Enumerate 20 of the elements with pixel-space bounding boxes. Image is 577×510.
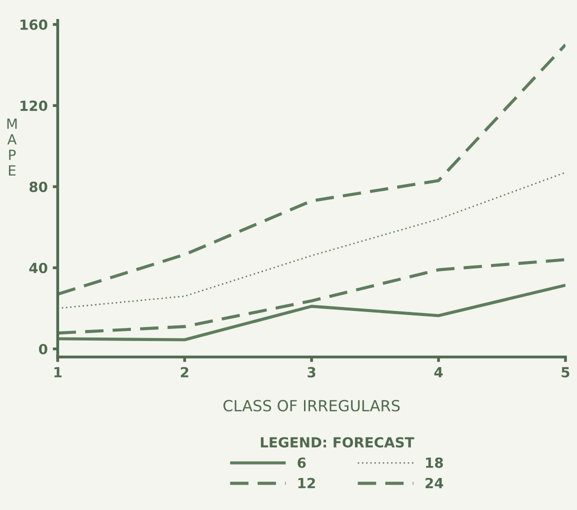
legend-label: 6 [298, 457, 306, 468]
y-axis-title: MAPE [7, 118, 17, 176]
line-series [58, 284, 566, 342]
x-tick-label: 1 [54, 367, 62, 378]
x-tick-label: 4 [434, 367, 443, 378]
legend-label: 12 [298, 478, 315, 488]
y-tick-label: 160 [20, 19, 48, 30]
x-tick-label: 3 [308, 366, 316, 378]
legend-label: 24 [426, 478, 444, 488]
y-tick-label: 0 [38, 344, 48, 354]
line-series [58, 43, 566, 296]
y-tick-label: 80 [30, 182, 48, 192]
x-tick-label: 5 [562, 367, 570, 378]
x-tick-label: 2 [180, 366, 188, 378]
legend-label: 18 [426, 457, 443, 468]
line-series [58, 258, 566, 335]
legend-title: LEGEND: FORECAST [260, 437, 414, 448]
y-tick-label: 120 [20, 100, 48, 112]
x-axis-title: CLASS OF IRREGULARS [223, 400, 400, 412]
y-tick-label: 40 [29, 262, 48, 274]
